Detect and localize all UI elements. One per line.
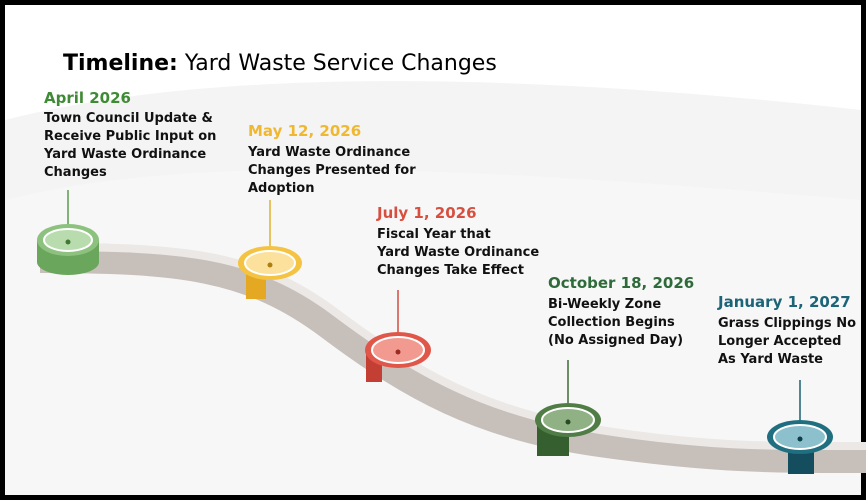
description-line: Longer Accepted <box>718 334 841 349</box>
date: January 1, 2027 <box>717 293 851 311</box>
description-line: Collection Begins <box>548 315 675 330</box>
description-line: Yard Waste Ordinance <box>43 147 206 162</box>
description-line: Yard Waste Ordinance <box>376 245 539 260</box>
title-label: Timeline: <box>63 51 178 76</box>
description-line: Changes Take Effect <box>377 263 524 278</box>
description-line: Grass Clippings No <box>718 316 856 331</box>
timeline-slide: Timeline: Yard Waste Service Changes Apr… <box>0 0 866 500</box>
date: July 1, 2026 <box>376 204 477 222</box>
description-line: Changes <box>44 165 107 180</box>
description-line: Bi-Weekly Zone <box>548 297 661 312</box>
title-text: Yard Waste Service Changes <box>184 51 497 76</box>
description-line: Fiscal Year that <box>377 227 491 242</box>
description-line: Adoption <box>248 181 314 196</box>
description-line: (No Assigned Day) <box>548 333 683 348</box>
date: October 18, 2026 <box>548 274 694 292</box>
date: May 12, 2026 <box>248 122 361 140</box>
title: Timeline: Yard Waste Service Changes <box>63 51 497 76</box>
date: April 2026 <box>44 89 131 107</box>
description-line: Changes Presented for <box>248 163 416 178</box>
page: {"title": {"label": "Timeline:", "text":… <box>0 0 866 500</box>
description-line: As Yard Waste <box>718 352 823 367</box>
description-line: Town Council Update & <box>44 111 213 126</box>
description-line: Yard Waste Ordinance <box>247 145 410 160</box>
description-line: Receive Public Input on <box>44 129 216 144</box>
